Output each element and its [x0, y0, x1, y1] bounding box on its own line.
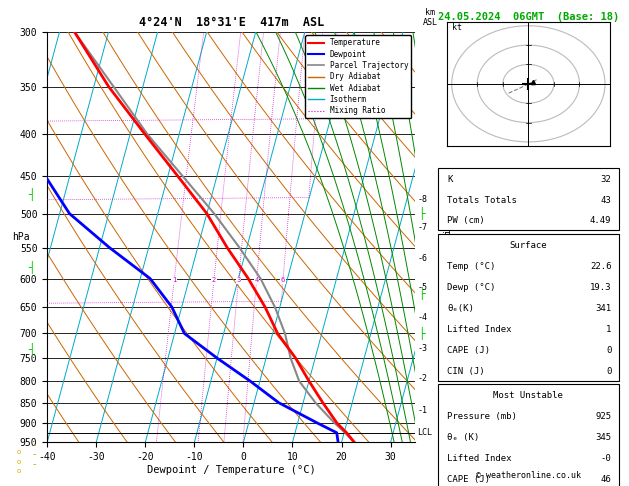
Text: Dewp (°C): Dewp (°C): [447, 283, 496, 292]
Text: 1: 1: [172, 278, 176, 283]
Text: o: o: [17, 459, 21, 465]
Text: -6: -6: [418, 254, 428, 263]
Text: km
ASL: km ASL: [422, 8, 437, 28]
Text: θₑ (K): θₑ (K): [447, 433, 479, 442]
Text: 46: 46: [601, 475, 611, 484]
Text: o: o: [17, 449, 21, 455]
Text: -8: -8: [418, 194, 428, 204]
Text: -: -: [33, 459, 36, 469]
Text: 345: 345: [595, 433, 611, 442]
Text: Lifted Index: Lifted Index: [447, 454, 512, 463]
Text: o: o: [17, 469, 21, 474]
Text: ├: ├: [418, 287, 425, 299]
Text: Mixing Ratio (g/kg): Mixing Ratio (g/kg): [443, 186, 453, 288]
Text: θₑ(K): θₑ(K): [447, 304, 474, 313]
Bar: [438, 168, 619, 230]
Text: LCL: LCL: [418, 428, 433, 437]
Text: -7: -7: [418, 223, 428, 232]
Text: Totals Totals: Totals Totals: [447, 195, 517, 205]
Text: -4: -4: [418, 313, 428, 322]
Text: -0: -0: [601, 454, 611, 463]
Text: 4.49: 4.49: [590, 216, 611, 226]
Text: ┤: ┤: [28, 344, 35, 356]
Title: 4°24'N  18°31'E  417m  ASL: 4°24'N 18°31'E 417m ASL: [138, 16, 324, 29]
Text: Lifted Index: Lifted Index: [447, 325, 512, 334]
Text: -5: -5: [418, 283, 428, 292]
Text: Temp (°C): Temp (°C): [447, 262, 496, 271]
Text: 3: 3: [237, 278, 241, 283]
Bar: [438, 234, 619, 381]
Text: 24.05.2024  06GMT  (Base: 18): 24.05.2024 06GMT (Base: 18): [438, 12, 619, 22]
Text: PW (cm): PW (cm): [447, 216, 485, 226]
Text: 32: 32: [601, 174, 611, 184]
Text: 1: 1: [606, 325, 611, 334]
Text: 2: 2: [212, 278, 216, 283]
Text: © weatheronline.co.uk: © weatheronline.co.uk: [476, 470, 581, 480]
Text: 925: 925: [595, 412, 611, 421]
Text: hPa: hPa: [13, 232, 30, 242]
Text: ┤: ┤: [28, 261, 35, 274]
Text: -: -: [33, 450, 36, 459]
Text: CIN (J): CIN (J): [447, 366, 485, 376]
Text: 341: 341: [595, 304, 611, 313]
Text: CAPE (J): CAPE (J): [447, 346, 490, 355]
Text: Most Unstable: Most Unstable: [493, 391, 564, 400]
Text: CAPE (J): CAPE (J): [447, 475, 490, 484]
Text: 4: 4: [255, 278, 259, 283]
Text: 0: 0: [606, 346, 611, 355]
Text: ├: ├: [418, 207, 425, 220]
Text: ├: ├: [418, 327, 425, 340]
Legend: Temperature, Dewpoint, Parcel Trajectory, Dry Adiabat, Wet Adiabat, Isotherm, Mi: Temperature, Dewpoint, Parcel Trajectory…: [305, 35, 411, 118]
Text: -1: -1: [418, 406, 428, 416]
Text: 43: 43: [601, 195, 611, 205]
Text: Pressure (mb): Pressure (mb): [447, 412, 517, 421]
Text: kt: kt: [452, 23, 462, 32]
Text: -3: -3: [418, 344, 428, 353]
X-axis label: Dewpoint / Temperature (°C): Dewpoint / Temperature (°C): [147, 465, 316, 475]
Text: ┤: ┤: [28, 188, 35, 201]
Text: 0: 0: [606, 366, 611, 376]
Text: 6: 6: [281, 278, 285, 283]
Text: -2: -2: [418, 374, 428, 383]
Text: K: K: [447, 174, 453, 184]
Text: 22.6: 22.6: [590, 262, 611, 271]
Bar: [438, 384, 619, 486]
Text: 19.3: 19.3: [590, 283, 611, 292]
Text: Surface: Surface: [509, 241, 547, 250]
Text: -: -: [33, 440, 36, 450]
